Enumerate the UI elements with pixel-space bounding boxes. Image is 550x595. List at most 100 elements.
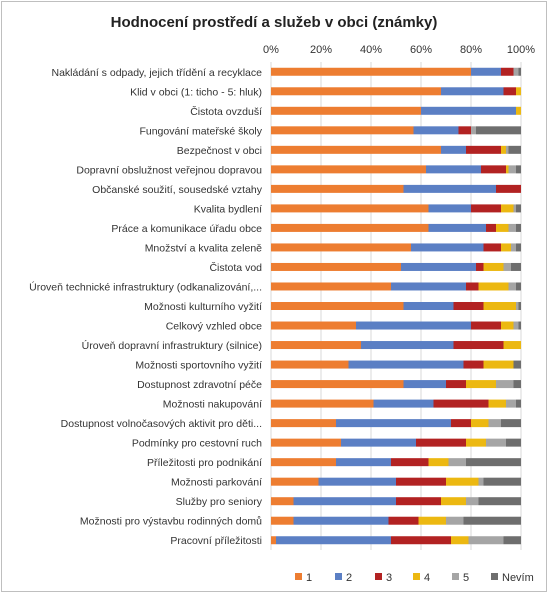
category-label: Fungování mateřské školy [139,125,262,137]
bar-segment-nevím [513,380,521,389]
bar-segment-4 [418,516,446,525]
bar-segment-1 [271,516,294,525]
bar-segment-2 [293,497,396,506]
bar-segment-nevím [516,282,521,291]
bar-segment-5 [478,477,484,486]
bar-segment-nevím [516,165,521,174]
bar-segment-4 [466,438,486,447]
bar-segment-nevím [476,126,521,135]
bar-segment-4 [506,165,509,174]
category-label: Příležitosti pro podnikání [147,457,262,469]
bar-segment-4 [466,380,496,389]
bar-segment-3 [453,341,504,350]
bar-segment-4 [501,145,506,154]
legend-swatch [413,573,420,580]
bar-segment-5 [446,516,464,525]
legend: 1 2 3 4 5 Nevím [295,572,534,584]
category-label: Množství a kvalita zeleně [145,242,262,254]
bar-segment-5 [516,302,519,310]
bar-segment-5 [486,438,506,447]
bar-segment-4 [496,223,509,232]
category-label: Podmínky pro cestovní ruch [132,438,262,450]
bar-segment-1 [271,497,294,506]
bar-segment-5 [506,399,516,408]
bar-segment-1 [271,419,336,428]
category-label: Nakládání s odpady, jejich třídění a rec… [51,67,262,79]
bar-segment-2 [441,145,466,154]
bar-segment-nevím [518,67,521,76]
bar-segment-nevím [466,458,521,467]
legend-label: 3 [386,572,392,584]
bar-segment-nevím [463,516,521,525]
bar-segment-4 [516,106,521,115]
bar-segment-1 [271,106,421,115]
bars [271,67,521,545]
bar-segment-4 [516,87,521,96]
bar-segment-3 [466,282,479,291]
bar-segment-nevím [508,145,521,154]
category-label: Úroveň dopravní infrastruktury (silnice) [82,339,262,352]
category-label: Možnosti parkování [171,477,262,489]
category-label: Celkový vzhled obce [166,321,262,333]
category-label: Služby pro seniory [176,496,263,508]
category-label: Čistota vod [209,261,262,274]
bar-segment-5 [508,165,516,174]
bar-segment-2 [341,438,416,447]
category-label: Dostupnost zdravotní péče [137,379,262,391]
bar-segment-1 [271,243,411,252]
bar-segment-3 [391,458,429,467]
bar-segment-5 [506,145,509,154]
bar-segment-2 [361,341,454,350]
bar-segment-2 [403,302,454,310]
category-label: Klid v obci (1: ticho - 5: hluk) [130,86,262,98]
bar-segment-2 [411,243,484,252]
bar-segment-3 [486,223,496,232]
bar-segment-2 [348,360,464,369]
x-tick-label: 20% [310,44,332,56]
bar-segment-3 [481,165,506,174]
x-tick-label: 80% [460,44,482,56]
legend-label: Nevím [502,572,534,584]
category-label: Kvalita bydlení [194,203,262,215]
bar-segment-2 [426,165,481,174]
x-tick-label: 100% [507,44,535,56]
bar-segment-2 [441,87,504,96]
bar-segment-1 [271,477,319,486]
legend-label: 5 [463,572,469,584]
bar-segment-4 [483,302,516,310]
category-label: Možnosti pro výstavbu rodinných domů [80,516,262,528]
bar-segment-1 [271,262,401,271]
category-label: Bezpečnost v obci [177,145,262,157]
category-label: Možnosti kulturního vyžití [144,301,262,313]
bar-segment-5 [513,321,519,330]
bar-segment-3 [453,302,484,310]
bar-segment-2 [401,262,476,271]
category-label: Úroveň technické infrastruktury (odkanal… [29,280,262,293]
bar-segment-nevím [516,399,521,408]
bar-segment-3 [458,126,471,135]
bar-segment-4 [501,321,514,330]
bar-segment-1 [271,184,404,193]
bar-segment-3 [466,145,501,154]
bar-segment-3 [463,360,484,369]
x-tick-label: 40% [360,44,382,56]
bar-segment-1 [271,438,341,447]
bar-segment-2 [373,399,434,408]
category-label: Dostupnost volnočasových aktivit pro dět… [61,418,262,430]
bar-segment-nevím [503,536,521,545]
bar-segment-2 [336,458,391,467]
category-label: Práce a komunikace úřadu obce [111,223,262,235]
bar-segment-5 [511,243,516,252]
bar-segment-3 [396,477,446,486]
bar-segment-5 [471,126,476,135]
category-labels: Nakládání s odpady, jejich třídění a rec… [29,67,263,547]
bar-segment-3 [433,399,489,408]
category-label: Možnosti sportovního vyžití [135,360,262,372]
bar-segment-1 [271,380,404,389]
bar-segment-2 [471,67,501,76]
bar-segment-2 [276,536,391,545]
bar-segment-5 [448,458,466,467]
bar-segment-1 [271,321,356,330]
